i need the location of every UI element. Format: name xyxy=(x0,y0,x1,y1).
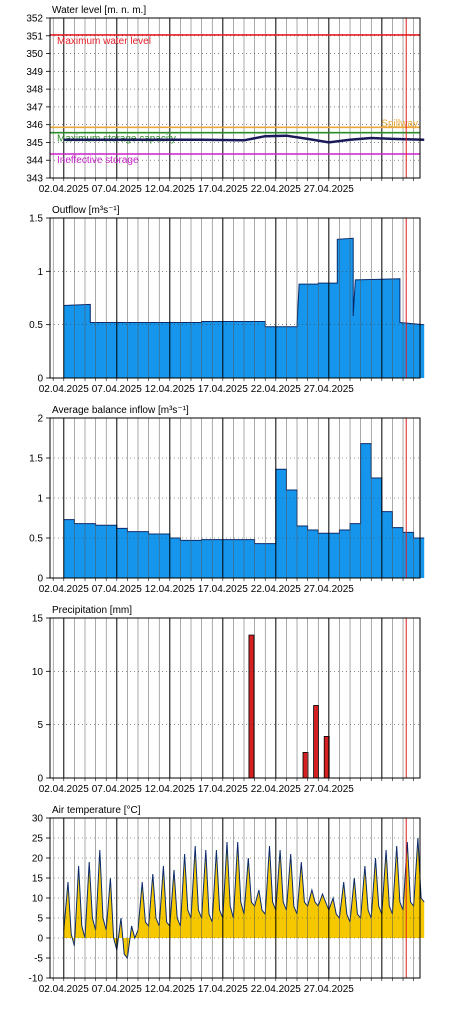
y-tick-label: 0 xyxy=(37,374,43,385)
y-tick-label: 0.5 xyxy=(29,534,43,545)
series-area-1 xyxy=(63,838,425,958)
chart-title: Outflow [m³s⁻¹] xyxy=(52,205,120,216)
y-tick-label: 0 xyxy=(37,934,43,945)
y-tick-label: 345 xyxy=(26,138,43,149)
x-tick-label: 07.04.2025 xyxy=(92,384,142,395)
y-tick-label: 343 xyxy=(26,174,43,185)
x-tick-label: 27.04.2025 xyxy=(304,384,354,395)
plot-frame xyxy=(49,617,421,779)
x-tick-label: 12.04.2025 xyxy=(145,984,195,995)
x-tick-label: 02.04.2025 xyxy=(39,984,89,995)
y-tick-label: 1.5 xyxy=(29,454,43,465)
y-tick-label: 349 xyxy=(26,67,43,78)
y-tick-label: 348 xyxy=(26,85,43,96)
precip-bar-3 xyxy=(313,705,320,779)
x-tick-label: 02.04.2025 xyxy=(39,384,89,395)
series-area-1 xyxy=(63,238,425,378)
x-tick-label: 12.04.2025 xyxy=(145,784,195,795)
y-tick-label: 1 xyxy=(37,267,43,278)
x-tick-label: 02.04.2025 xyxy=(39,184,89,195)
chart-title: Precipitation [mm] xyxy=(52,605,132,616)
x-tick-label: 22.04.2025 xyxy=(251,984,301,995)
y-tick-label: 350 xyxy=(26,49,43,60)
plot-frame xyxy=(49,217,421,379)
x-tick-label: 02.04.2025 xyxy=(39,584,89,595)
precip-bar-1 xyxy=(248,634,255,779)
x-tick-label: 22.04.2025 xyxy=(251,184,301,195)
water-level-line xyxy=(63,134,425,144)
y-tick-label: 25 xyxy=(32,834,44,845)
y-tick-label: 352 xyxy=(26,14,43,25)
x-tick-label: 12.04.2025 xyxy=(145,584,195,595)
y-tick-label: -10 xyxy=(29,974,44,985)
y-tick-label: 351 xyxy=(26,31,43,42)
x-tick-label: 07.04.2025 xyxy=(92,784,142,795)
y-tick-label: 344 xyxy=(26,156,43,167)
x-tick-label: 17.04.2025 xyxy=(198,184,248,195)
plot-area xyxy=(50,18,420,178)
y-tick-label: 1 xyxy=(37,494,43,505)
series-area-1 xyxy=(63,443,425,578)
x-tick-label: 17.04.2025 xyxy=(198,784,248,795)
y-tick-label: 1.5 xyxy=(29,214,43,225)
plot-frame xyxy=(49,417,421,579)
x-tick-label: 27.04.2025 xyxy=(304,784,354,795)
y-tick-label: 15 xyxy=(32,874,44,885)
x-tick-label: 17.04.2025 xyxy=(198,584,248,595)
y-tick-label: 15 xyxy=(32,614,44,625)
chart-panel-3: Average balance inflow [m³s⁻¹] 0 0.5 1 1.5 2 0… xyxy=(29,405,425,595)
reference-label-1: Maximum water level xyxy=(57,36,151,47)
x-tick-label: 07.04.2025 xyxy=(92,184,142,195)
chart-panel-4: Precipitation [mm] 0 5 10 15 02.04.2025 07.04.… xyxy=(32,605,421,795)
y-tick-label: 30 xyxy=(32,814,44,825)
y-tick-label: 5 xyxy=(37,914,43,925)
y-tick-label: 0.5 xyxy=(29,320,43,331)
y-tick-label: 0 xyxy=(37,774,43,785)
plot-frame xyxy=(49,817,421,979)
y-tick-label: -5 xyxy=(34,954,43,965)
reference-label-2: Spillway xyxy=(381,118,418,129)
chart-panel-1: Water level [m. n. m.] 343 344 345 346 347 348… xyxy=(26,5,425,195)
y-tick-label: 346 xyxy=(26,120,43,131)
x-tick-label: 07.04.2025 xyxy=(92,584,142,595)
y-tick-label: 10 xyxy=(32,667,44,678)
plot-frame xyxy=(49,17,421,179)
y-tick-label: 5 xyxy=(37,720,43,731)
reference-label-4: Ineffective storage xyxy=(57,155,139,166)
x-tick-label: 07.04.2025 xyxy=(92,984,142,995)
chart-panel-5: Air temperature [°C] -10 -5 0 5 10 15 20 25 30 02.… xyxy=(29,805,425,995)
x-tick-label: 02.04.2025 xyxy=(39,784,89,795)
x-tick-label: 17.04.2025 xyxy=(198,384,248,395)
precip-bar-2 xyxy=(302,752,309,779)
y-tick-label: 0 xyxy=(37,574,43,585)
plot-area xyxy=(50,618,420,778)
x-tick-label: 27.04.2025 xyxy=(304,584,354,595)
chart-title: Water level [m. n. m.] xyxy=(52,5,146,16)
chart-title: Average balance inflow [m³s⁻¹] xyxy=(52,405,189,416)
x-tick-label: 27.04.2025 xyxy=(304,984,354,995)
x-tick-label: 12.04.2025 xyxy=(145,184,195,195)
y-tick-label: 2 xyxy=(37,414,43,425)
y-tick-label: 347 xyxy=(26,102,43,113)
chart-title: Air temperature [°C] xyxy=(52,805,141,816)
y-tick-label: 20 xyxy=(32,854,44,865)
chart-panel-2: Outflow [m³s⁻¹] 0 0.5 1 1.5 02.04.2025 07.04.2… xyxy=(29,205,425,395)
x-tick-label: 27.04.2025 xyxy=(304,184,354,195)
y-tick-label: 10 xyxy=(32,894,44,905)
x-tick-label: 22.04.2025 xyxy=(251,784,301,795)
x-tick-label: 22.04.2025 xyxy=(251,384,301,395)
x-tick-label: 12.04.2025 xyxy=(145,384,195,395)
x-tick-label: 22.04.2025 xyxy=(251,584,301,595)
x-tick-label: 17.04.2025 xyxy=(198,984,248,995)
